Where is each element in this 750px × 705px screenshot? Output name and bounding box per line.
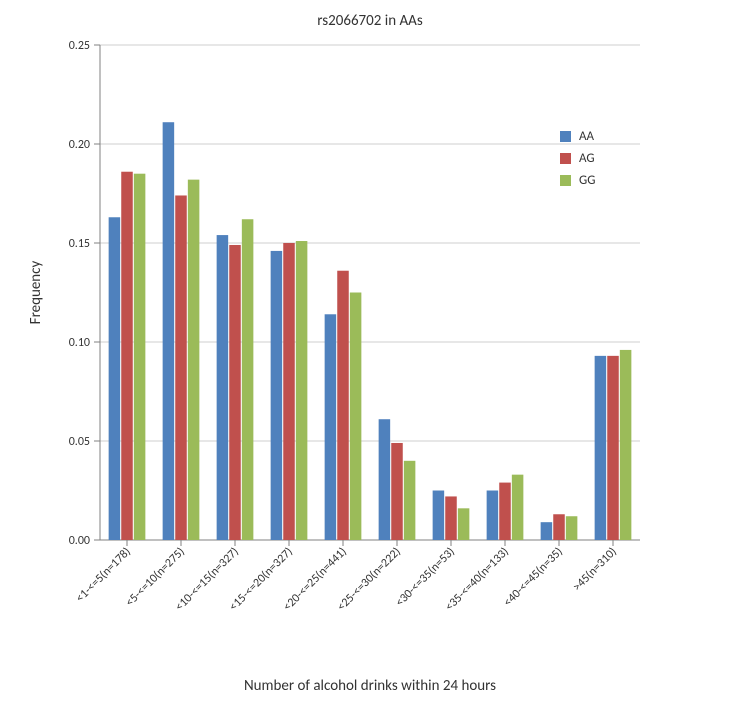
bar-AG-7	[499, 483, 511, 540]
ytick-label: 0.10	[69, 336, 90, 350]
ytick-label: 0.25	[69, 39, 90, 53]
bar-GG-4	[350, 293, 362, 541]
ytick-label: 0.05	[69, 435, 90, 449]
bar-GG-6	[458, 508, 470, 540]
bar-GG-0	[134, 174, 146, 540]
x-axis-label: Number of alcohol drinks within 24 hours	[244, 677, 496, 695]
ytick-label: 0.20	[69, 138, 90, 152]
bar-GG-5	[404, 461, 416, 540]
legend-swatch-AA	[560, 131, 571, 142]
bar-chart-svg: 0.000.050.100.150.200.25<1-<=5(n=178)<5-…	[0, 0, 750, 705]
legend-label-AA: AA	[579, 129, 595, 144]
bar-AA-7	[487, 491, 499, 541]
bar-AA-0	[109, 217, 121, 540]
bar-GG-1	[188, 180, 200, 540]
legend-swatch-AG	[560, 153, 571, 164]
bar-AA-1	[163, 122, 175, 540]
bar-AG-4	[337, 271, 349, 540]
bar-GG-9	[620, 350, 632, 540]
bar-AA-3	[271, 251, 283, 540]
bar-AG-6	[445, 496, 457, 540]
bar-AG-9	[607, 356, 619, 540]
legend-label-GG: GG	[579, 173, 595, 188]
bar-GG-3	[296, 241, 308, 540]
bar-GG-8	[566, 516, 578, 540]
legend-swatch-GG	[560, 175, 571, 186]
y-axis-label: Frequency	[27, 260, 45, 324]
bar-GG-7	[512, 475, 524, 540]
chart-container: 0.000.050.100.150.200.25<1-<=5(n=178)<5-…	[0, 0, 750, 705]
bar-AG-3	[283, 243, 295, 540]
bar-AG-8	[553, 514, 565, 540]
legend-label-AG: AG	[579, 151, 595, 166]
ytick-label: 0.00	[69, 534, 90, 548]
ytick-label: 0.15	[69, 237, 90, 251]
bar-AA-4	[325, 314, 337, 540]
chart-title: rs2066702 in AAs	[317, 12, 423, 30]
bar-AA-5	[379, 419, 391, 540]
bar-AG-5	[391, 443, 403, 540]
bar-AA-9	[595, 356, 607, 540]
bar-AA-6	[433, 491, 445, 541]
bar-AG-0	[121, 172, 133, 540]
bar-AA-2	[217, 235, 229, 540]
bar-AA-8	[541, 522, 553, 540]
bar-GG-2	[242, 219, 254, 540]
bar-AG-1	[175, 195, 187, 540]
bar-AG-2	[229, 245, 241, 540]
